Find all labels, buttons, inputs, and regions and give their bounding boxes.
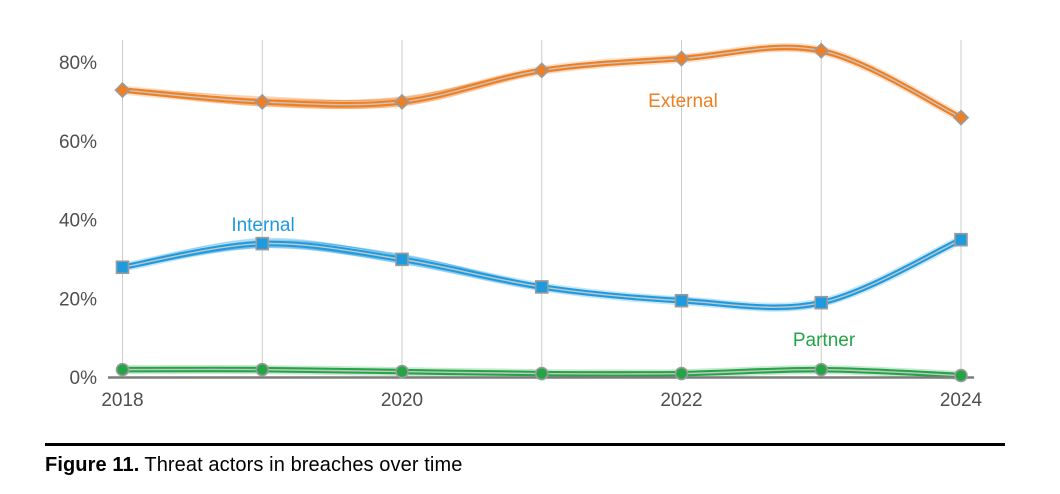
figure-caption: Figure 11. Threat actors in breaches over…: [45, 443, 1005, 477]
marker-partner-2022: [674, 366, 689, 381]
marker-external-2023: [813, 42, 830, 59]
y-axis-label-20: 20%: [59, 289, 97, 310]
series-label-internal: Internal: [231, 215, 294, 236]
marker-partner-2018: [115, 362, 130, 377]
marker-external-2019: [254, 93, 271, 111]
series-label-external: External: [648, 91, 718, 112]
x-axis-label-2018: 2018: [101, 390, 143, 411]
marker-internal-2021: [534, 280, 549, 294]
marker-partner-2024: [954, 368, 968, 383]
marker-partner-2020: [395, 364, 409, 379]
marker-external-2024: [952, 109, 970, 126]
marker-external-2021: [533, 62, 550, 79]
marker-partner-2021: [534, 366, 549, 381]
x-axis-label-2020: 2020: [381, 390, 423, 411]
marker-internal-2024: [954, 232, 968, 247]
x-axis-label-2022: 2022: [660, 390, 702, 411]
figure-caption-label: Figure 11.: [45, 454, 140, 476]
marker-partner-2019: [255, 362, 270, 377]
y-axis-label-40: 40%: [59, 211, 97, 232]
marker-internal-2023: [814, 295, 829, 310]
marker-external-2020: [393, 93, 411, 111]
figure-caption-text: Threat actors in breaches over time: [144, 454, 463, 476]
marker-external-2018: [114, 81, 131, 99]
marker-internal-2020: [395, 252, 409, 267]
marker-internal-2022: [674, 293, 689, 308]
marker-partner-2023: [814, 362, 829, 377]
marker-internal-2018: [115, 260, 130, 275]
x-axis-label-2024: 2024: [940, 390, 983, 411]
y-axis-label-0: 0%: [70, 368, 98, 389]
series-label-partner: Partner: [793, 330, 856, 351]
marker-internal-2019: [255, 236, 270, 251]
y-axis-label-80: 80%: [59, 53, 97, 74]
threat-actors-over-time-chart: 0% 20% 40% 60% 80% 2018 2020 2022 2024 Partner Int…: [59, 40, 983, 411]
marker-external-2022: [673, 50, 690, 67]
y-axis-label-60: 60%: [59, 132, 97, 153]
